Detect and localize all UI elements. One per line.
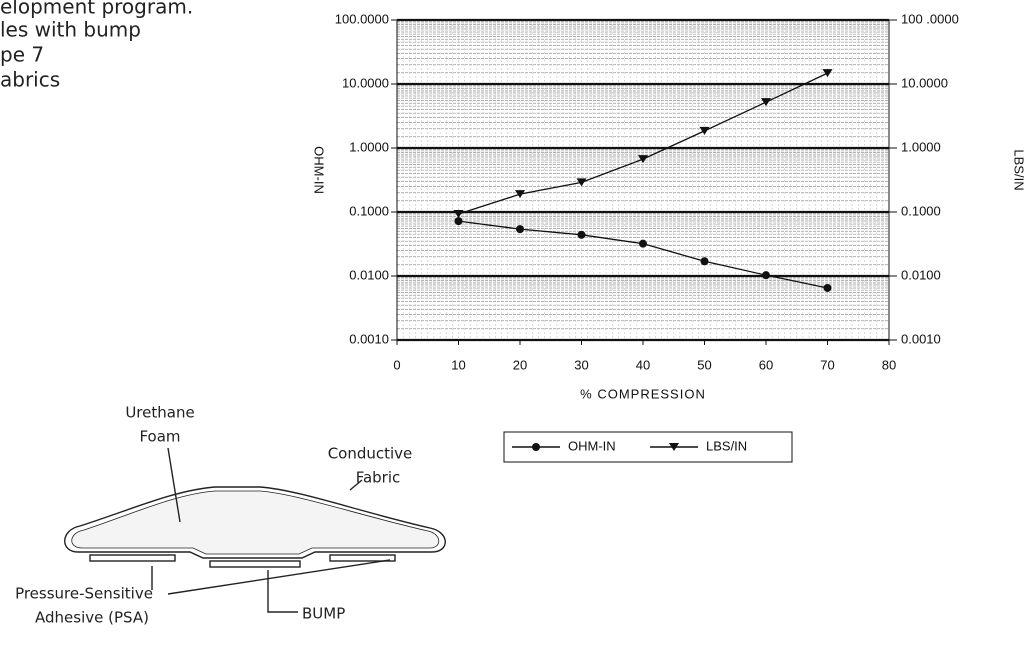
point (700, 257, 709, 266)
x-tick-label: 10 (451, 357, 465, 372)
body-text: les with bump (0, 18, 141, 42)
diagram (64, 447, 446, 613)
leader (349, 479, 363, 491)
y2-tick-label: 1.0000 (901, 139, 941, 154)
x-tick-label: 80 (882, 357, 896, 372)
point (577, 230, 586, 239)
diagram-label: Pressure-Sensitive (15, 585, 153, 603)
y-tick-label: 100.0000 (335, 11, 389, 26)
x-axis-title: % COMPRESSION (580, 386, 706, 401)
point (516, 225, 524, 234)
point (454, 217, 463, 226)
y-tick-label: 1.0000 (349, 139, 389, 154)
x-tick-label: 60 (759, 357, 773, 372)
leader (167, 447, 181, 523)
legend-label: LBS/IN (706, 438, 747, 453)
x-tick-label: 20 (513, 357, 527, 372)
y2-axis-title: LBS/IN (1012, 149, 1027, 190)
y-tick-label: 0.1000 (349, 203, 389, 218)
body-text: pe 7 (0, 43, 44, 67)
diagram-label: Adhesive (PSA) (35, 609, 149, 627)
x-tick-label: 50 (697, 357, 711, 372)
x-tick-label: 70 (820, 357, 834, 372)
diagram-label: Conductive (328, 445, 413, 463)
y2-tick-label: 0.1000 (901, 203, 941, 218)
diagram-label: Urethane (125, 404, 194, 422)
leader (267, 570, 298, 613)
y-tick-label: 0.0010 (349, 331, 389, 346)
diagram-label: BUMP (302, 605, 345, 623)
plot-frame (396, 19, 890, 341)
legend-marker (532, 443, 540, 451)
point (576, 178, 587, 187)
leader (167, 559, 391, 595)
psa-strip (89, 554, 176, 562)
diagram-label: Foam (139, 428, 180, 446)
chart: 0.0010 0.0100 0.1000 1.0000 10.0000 100.0000 0… (312, 11, 1027, 463)
point (822, 69, 833, 78)
y-axis-title: OHM-IN (312, 146, 327, 194)
x-tick-label: 30 (574, 357, 588, 372)
y2-tick-label: 0.0100 (901, 267, 941, 282)
legend-marker (669, 443, 679, 451)
point (639, 239, 647, 248)
point (823, 283, 832, 292)
diagram-label: Fabric (356, 469, 401, 487)
point (762, 271, 770, 280)
y2-tick-label: 100 .0000 (901, 11, 959, 26)
body-text: abrics (0, 68, 60, 92)
point (761, 98, 771, 107)
point (515, 190, 525, 199)
y2-tick-label: 10.0000 (901, 75, 948, 90)
point (453, 210, 464, 219)
x-tick-label: 40 (636, 357, 650, 372)
psa-strip (209, 560, 301, 568)
y-tick-label: 0.0100 (349, 267, 389, 282)
fabric-outline (64, 486, 446, 559)
legend-label: OHM-IN (568, 438, 616, 453)
foam-outline (71, 490, 440, 555)
x-tick-label: 0 (393, 357, 400, 372)
psa-strip (329, 554, 396, 562)
point (638, 155, 648, 164)
point (699, 126, 710, 135)
y-tick-label: 10.0000 (342, 75, 389, 90)
y2-tick-label: 0.0010 (901, 331, 941, 346)
body-text: elopment program. (0, 0, 193, 19)
